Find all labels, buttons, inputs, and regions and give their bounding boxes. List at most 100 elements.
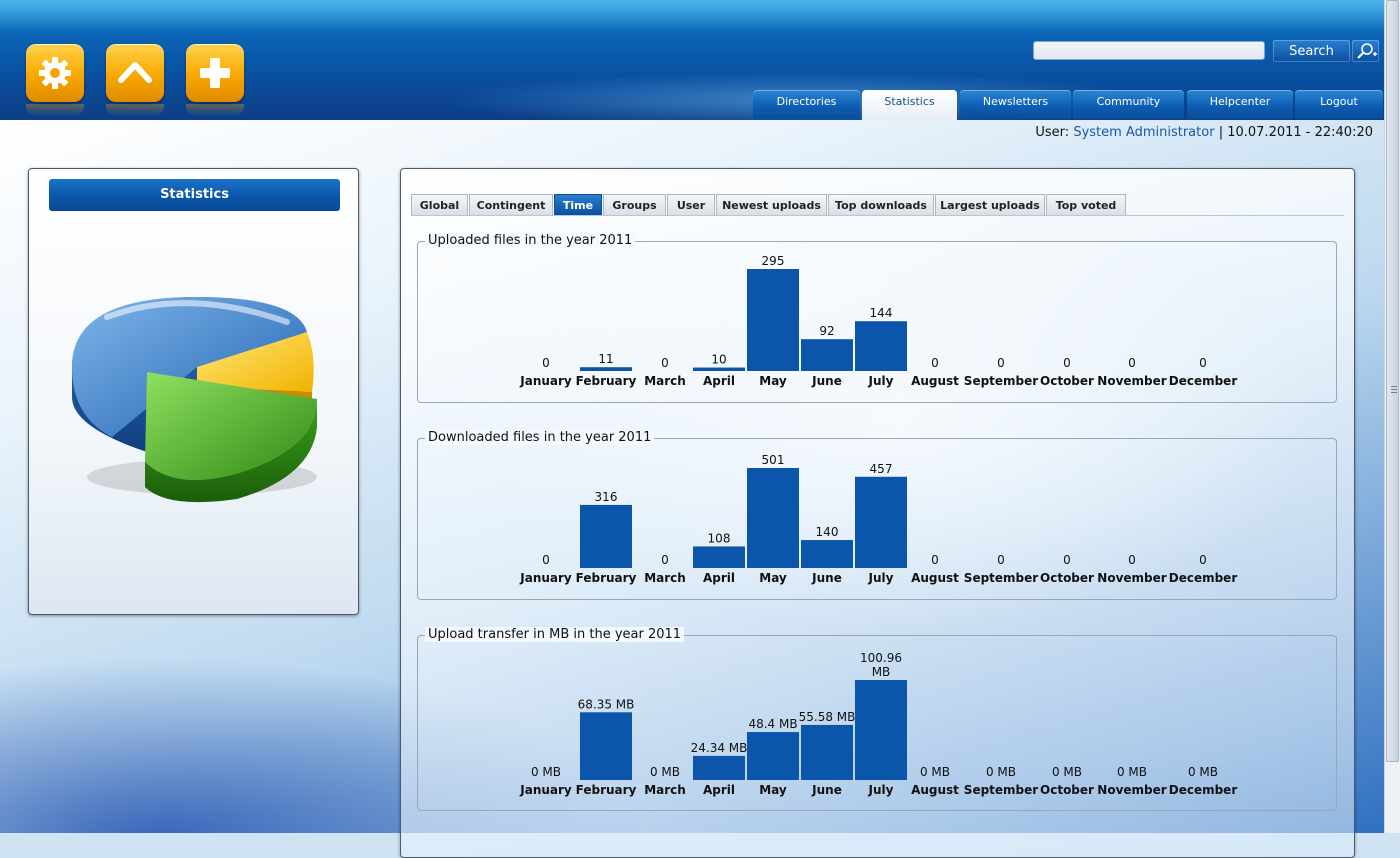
value-label: 10 (711, 353, 726, 367)
bar-july (855, 476, 907, 568)
category-label: February (576, 783, 637, 797)
tab-newest-uploads[interactable]: Newest uploads (716, 194, 827, 215)
category-label: October (1040, 783, 1094, 797)
search-button[interactable]: Search (1273, 40, 1350, 62)
uploaded-files-chart-svg: 0 January 11 February 0 March 10 April 295 May 92 J… (519, 254, 1238, 388)
tab-time[interactable]: Time (554, 194, 602, 215)
search-input[interactable] (1033, 41, 1265, 60)
tab-top-downloads[interactable]: Top downloads (828, 194, 934, 215)
bar-april (693, 546, 745, 568)
settings-icon[interactable] (26, 44, 84, 116)
home-icon[interactable] (106, 44, 164, 116)
category-label: February (576, 571, 637, 585)
category-label: April (703, 783, 735, 797)
category-label: December (1169, 783, 1238, 797)
bar-february (580, 367, 632, 371)
value-label: 0 (1128, 356, 1136, 370)
scrollbar-grip (1391, 386, 1397, 394)
category-label: January (519, 571, 572, 585)
nav-tab-community[interactable]: Community (1073, 90, 1184, 119)
tab-contingent[interactable]: Contingent (469, 194, 553, 215)
bar-june (801, 339, 853, 371)
uploaded-files-chart: Uploaded files in the year 2011 0 January… (417, 233, 1337, 403)
user-info: User: System Administrator | 10.07.2011 … (1035, 125, 1373, 140)
category-label: May (759, 374, 787, 388)
value-label: 0 (1199, 356, 1207, 370)
nav-tab-helpcenter[interactable]: Helpcenter (1187, 90, 1293, 119)
category-label: November (1097, 374, 1166, 388)
bar-may (747, 732, 799, 780)
nav-tab-directories[interactable]: Directories (753, 90, 860, 119)
icon-reflection (26, 104, 84, 116)
add-icon[interactable] (186, 44, 244, 116)
category-label: February (576, 374, 637, 388)
user-label: User: (1035, 125, 1070, 140)
nav-tab-statistics[interactable]: Statistics (862, 90, 957, 120)
value-label: 48.4 MB (748, 717, 797, 731)
category-label: August (911, 374, 959, 388)
nav-tab-logout[interactable]: Logout (1295, 90, 1383, 119)
value-label: 0 (931, 356, 939, 370)
upload-transfer-chart-svg: 0 MB January 68.35 MB February 0 MB March 24.3… (519, 651, 1238, 797)
value-label: 0 (997, 553, 1005, 567)
value-label: 0 MB (650, 765, 680, 779)
icon-reflection (106, 104, 164, 116)
tab-top-voted[interactable]: Top voted (1046, 194, 1126, 215)
value-label: 68.35 MB (578, 697, 635, 711)
category-label: January (519, 374, 572, 388)
bar-july (855, 321, 907, 371)
downloaded-files-chart: Downloaded files in the year 2011 0 Janua… (417, 430, 1337, 600)
user-name-link[interactable]: System Administrator (1073, 125, 1215, 140)
sidebar-panel: Statistics (28, 168, 359, 615)
value-label: 92 (819, 324, 834, 338)
category-label: April (703, 571, 735, 585)
tab-global[interactable]: Global (411, 194, 468, 215)
value-label: 0 (1063, 356, 1071, 370)
category-label: July (868, 783, 894, 797)
category-label: November (1097, 571, 1166, 585)
category-label: December (1169, 374, 1238, 388)
category-label: September (964, 374, 1038, 388)
bar-july (855, 680, 907, 780)
tab-user[interactable]: User (667, 194, 715, 215)
tab-largest-uploads[interactable]: Largest uploads (935, 194, 1045, 215)
value-label: 0 MB (920, 765, 950, 779)
tabs-divider (411, 215, 1344, 216)
category-label: September (964, 571, 1038, 585)
datetime: 10.07.2011 - 22:40:20 (1227, 125, 1373, 140)
tab-groups[interactable]: Groups (603, 194, 666, 215)
category-label: June (811, 783, 842, 797)
value-label: 457 (870, 462, 893, 476)
category-label: August (911, 571, 959, 585)
value-label: 0 (1199, 553, 1207, 567)
category-label: September (964, 783, 1038, 797)
chart-title: Uploaded files in the year 2011 (425, 233, 636, 248)
value-label: 0 MB (986, 765, 1016, 779)
category-label: November (1097, 783, 1166, 797)
value-label: 0 (931, 553, 939, 567)
value-label: 295 (762, 254, 785, 268)
scrollbar-thumb[interactable] (1386, 0, 1399, 762)
value-label: 0 MB (1117, 765, 1147, 779)
value-label: 0 MB (531, 765, 561, 779)
value-label: 0 (542, 553, 550, 567)
nav-tab-newsletters[interactable]: Newsletters (960, 90, 1071, 119)
value-label: 0 (1063, 553, 1071, 567)
user-separator: | (1218, 125, 1224, 140)
advanced-search-icon[interactable] (1352, 40, 1379, 62)
category-label: August (911, 783, 959, 797)
category-label: March (644, 374, 686, 388)
value-label: 11 (598, 352, 613, 366)
category-label: July (868, 571, 894, 585)
bar-may (747, 269, 799, 371)
category-label: May (759, 783, 787, 797)
sidebar-title: Statistics (49, 179, 340, 211)
vertical-scrollbar[interactable] (1384, 0, 1400, 833)
category-label: April (703, 374, 735, 388)
category-label: January (519, 783, 572, 797)
value-label: 140 (816, 525, 839, 539)
pie-chart-illustration (72, 297, 317, 503)
value-label: 100.96 MB (860, 651, 902, 679)
category-label: June (811, 374, 842, 388)
value-label: 55.58 MB (799, 710, 856, 724)
